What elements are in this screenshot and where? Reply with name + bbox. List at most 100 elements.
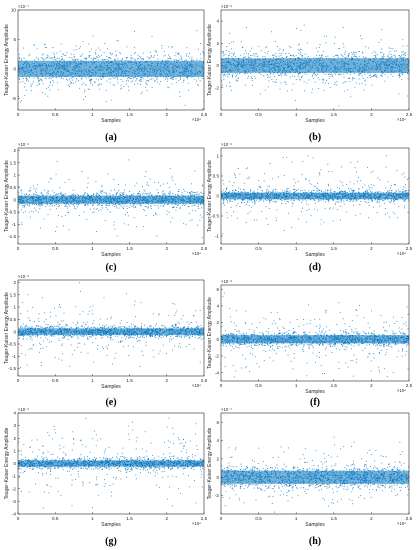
scatter-point	[160, 185, 162, 187]
scatter-point	[144, 176, 146, 177]
scatter-point	[260, 93, 262, 95]
scatter-point	[176, 204, 178, 206]
scatter-point	[138, 195, 140, 196]
scatter-point	[269, 72, 271, 74]
y-tick-label: 2	[216, 41, 219, 46]
scatter-point	[375, 74, 377, 75]
scatter-point	[399, 74, 401, 76]
scatter-point	[41, 57, 43, 59]
scatter-point	[93, 203, 94, 205]
scatter-point	[49, 205, 51, 207]
scatter-point	[399, 76, 401, 78]
scatter-point	[148, 193, 150, 195]
scatter-point	[365, 79, 367, 81]
scatter-point	[320, 57, 322, 59]
scatter-point	[177, 53, 179, 55]
scatter-point	[202, 78, 204, 80]
scatter-point	[133, 47, 135, 49]
scatter-point	[281, 57, 283, 58]
scatter-point	[297, 73, 299, 75]
scatter-point	[248, 57, 250, 59]
scatter-point	[141, 76, 143, 78]
scatter-point	[128, 159, 130, 161]
scatter-point	[369, 190, 371, 192]
y-tick-label: -5	[12, 96, 17, 101]
scatter-point	[98, 210, 100, 212]
scatter-point	[42, 83, 44, 85]
scatter-point	[191, 76, 193, 78]
scatter-point	[139, 56, 141, 57]
scatter-point	[21, 224, 23, 225]
scatter-point	[304, 189, 306, 191]
scatter-point	[37, 204, 39, 206]
scatter-point	[29, 76, 30, 78]
scatter-point	[248, 205, 250, 207]
scatter-point	[49, 76, 51, 78]
scatter-point	[55, 173, 57, 175]
scatter-point	[183, 203, 185, 205]
scatter-point	[269, 76, 271, 78]
y-tick-label: -0.5	[8, 210, 16, 215]
scatter-point	[47, 213, 49, 215]
scatter-point	[274, 40, 276, 42]
scatter-point	[155, 76, 157, 78]
scatter-point	[36, 85, 38, 87]
scatter-point	[96, 208, 98, 209]
scatter-point	[301, 75, 303, 77]
scatter-point	[140, 80, 142, 82]
scatter-point	[73, 53, 75, 55]
scatter-point	[84, 89, 86, 91]
scatter-point	[72, 189, 74, 191]
scatter-point	[120, 79, 122, 80]
scatter-point	[89, 79, 91, 81]
scatter-point	[246, 178, 248, 180]
scatter-point	[62, 54, 64, 55]
scatter-point	[266, 73, 268, 75]
x-tick-label: 2.5	[201, 112, 208, 117]
scatter-point	[249, 57, 251, 58]
scatter-point	[228, 74, 230, 76]
scatter-point	[135, 206, 137, 208]
scatter-point	[278, 176, 280, 178]
scatter-point	[318, 57, 320, 59]
scatter-point	[222, 73, 224, 75]
scatter-point	[72, 76, 74, 78]
scatter-point	[233, 41, 234, 43]
scatter-point	[97, 57, 99, 58]
scatter-point	[237, 73, 239, 75]
scatter-point	[160, 205, 162, 207]
scatter-point	[95, 209, 97, 211]
scatter-point	[39, 78, 41, 80]
scatter-point	[37, 78, 39, 79]
scatter-point	[28, 80, 30, 82]
scatter-point	[150, 207, 152, 209]
scatter-point	[23, 207, 25, 209]
scatter-point	[311, 75, 313, 77]
scatter-point	[26, 80, 28, 82]
scatter-point	[251, 85, 253, 87]
scatter-point	[398, 206, 400, 208]
scatter-point	[120, 59, 122, 61]
scatter-point	[188, 192, 190, 194]
scatter-point	[83, 204, 85, 206]
scatter-point	[51, 84, 53, 86]
scatter-point	[101, 83, 103, 85]
scatter-point	[123, 193, 125, 195]
scatter-point	[200, 191, 202, 193]
scatter-point	[281, 75, 283, 77]
scatter-point	[266, 188, 268, 190]
scatter-point	[398, 75, 400, 76]
scatter-point	[405, 52, 407, 54]
scatter-point	[66, 207, 68, 209]
scatter-point	[43, 58, 45, 60]
scatter-point	[133, 203, 135, 205]
scatter-point	[69, 83, 71, 85]
scatter-point	[24, 205, 25, 207]
scatter-point	[186, 55, 188, 57]
scatter-point	[234, 56, 236, 58]
scatter-point	[84, 204, 86, 206]
scatter-point	[364, 184, 366, 186]
scatter-point	[115, 193, 117, 195]
scatter-point	[403, 186, 405, 188]
scatter-point	[102, 204, 103, 206]
